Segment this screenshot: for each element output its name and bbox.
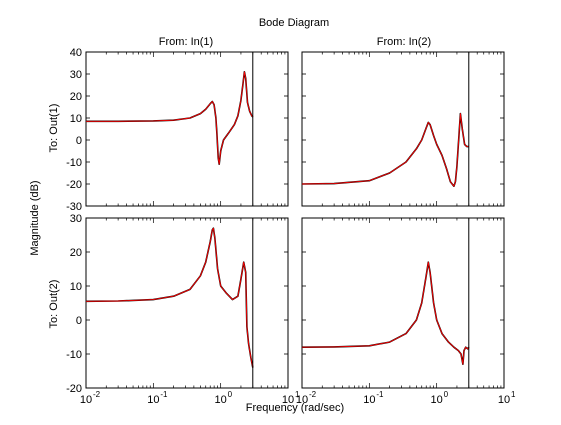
column-label-in2: From: In(2) xyxy=(377,36,431,48)
y-tick-label: 20 xyxy=(70,91,82,103)
y-tick-label: -30 xyxy=(66,201,82,213)
y-tick-label: -20 xyxy=(66,179,82,191)
panel-frame xyxy=(85,51,289,207)
y-tick-label: -10 xyxy=(66,349,82,361)
x-tick-label: 10 xyxy=(498,394,510,406)
x-tick-exponent: -1 xyxy=(376,390,384,399)
x-tick-label: 10 xyxy=(147,394,159,406)
x-tick-exponent: 0 xyxy=(444,390,449,399)
response-curve-red xyxy=(301,261,470,365)
x-tick-exponent: 1 xyxy=(511,390,516,399)
y-tick-label: 30 xyxy=(70,69,82,81)
x-tick-label: 10 xyxy=(282,394,294,406)
panel-frame xyxy=(301,217,505,389)
x-tick-label: 10 xyxy=(363,394,375,406)
panel-frame xyxy=(85,217,289,389)
x-tick-label: 10 xyxy=(215,394,227,406)
y-tick-label: 10 xyxy=(70,113,82,125)
y-tick-label: 10 xyxy=(70,281,82,293)
x-tick-label: 10 xyxy=(296,394,308,406)
x-tick-exponent: -2 xyxy=(93,390,101,399)
x-tick-exponent: -1 xyxy=(160,390,168,399)
y-axis-label: Magnitude (dB) xyxy=(29,180,41,255)
response-curve-red xyxy=(301,113,469,187)
y-tick-label: 0 xyxy=(76,315,82,327)
row-label-out1: To: Out(1) xyxy=(48,104,60,153)
x-tick-label: 10 xyxy=(431,394,443,406)
y-tick-label: 20 xyxy=(70,247,82,259)
row-label-out2: To: Out(2) xyxy=(48,280,60,329)
y-tick-label: 40 xyxy=(70,47,82,59)
response-curve-red xyxy=(85,227,254,368)
x-tick-label: 10 xyxy=(80,394,92,406)
x-tick-exponent: 0 xyxy=(228,390,233,399)
column-label-in1: From: In(1) xyxy=(159,36,213,48)
x-axis-label: Frequency (rad/sec) xyxy=(246,402,344,414)
chart-title: Bode Diagram xyxy=(259,17,329,29)
x-tick-exponent: -2 xyxy=(309,390,317,399)
y-tick-label: -10 xyxy=(66,157,82,169)
response-curve-red xyxy=(86,71,254,165)
y-tick-label: 0 xyxy=(76,135,82,147)
panel-frame xyxy=(301,51,505,207)
x-tick-exponent: 1 xyxy=(295,390,300,399)
y-tick-label: 30 xyxy=(70,213,82,225)
y-tick-label: -20 xyxy=(66,383,82,395)
